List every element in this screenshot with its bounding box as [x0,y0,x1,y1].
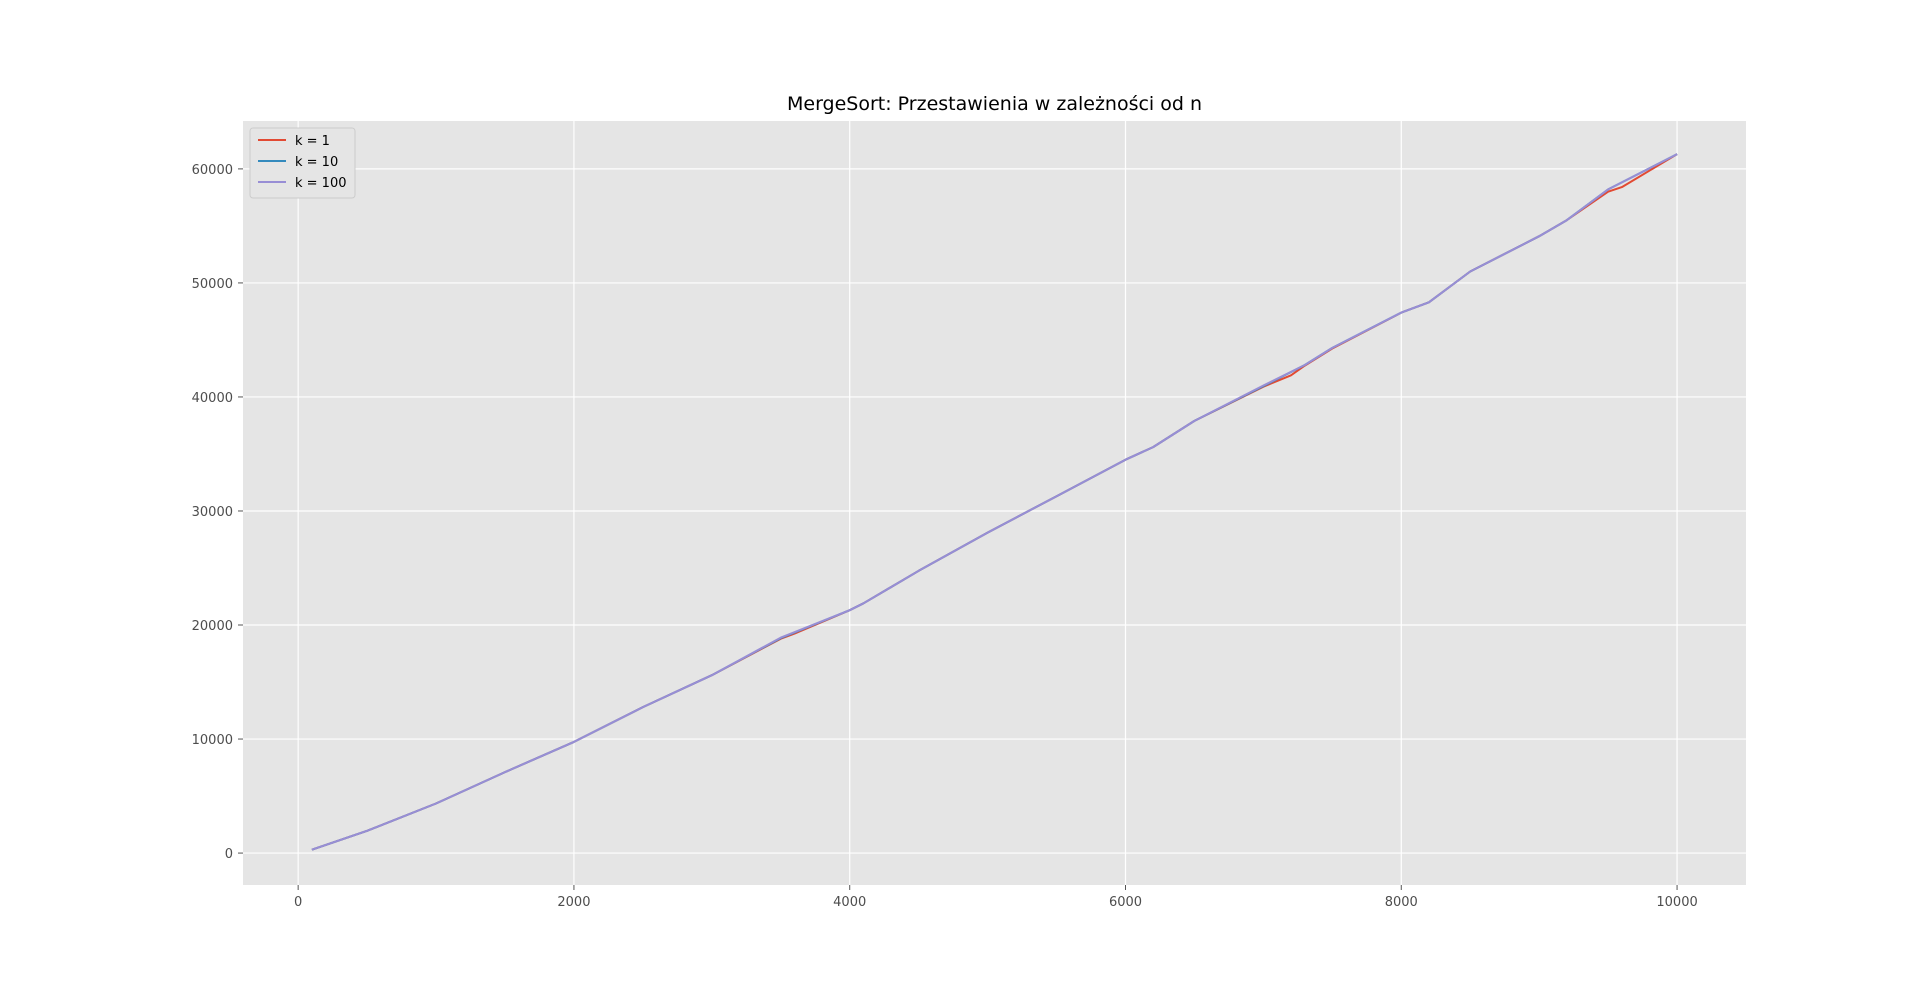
x-tick-label: 10000 [1656,895,1697,910]
chart-title: MergeSort: Przestawienia w zależności od… [787,93,1202,115]
legend-box [249,127,356,199]
y-tick-label: 30000 [192,505,233,520]
x-tick-label: 2000 [557,895,590,910]
y-tick-label: 0 [225,847,233,862]
grid-lines [243,121,1746,885]
x-tick-label: 4000 [833,895,866,910]
series-line-3 [311,153,1678,851]
legend-label: k = 1 [295,134,330,149]
y-tick-label: 40000 [192,391,233,406]
legend: k = 1 k = 10 k = 100 [249,127,356,199]
x-tick-label: 6000 [1109,895,1142,910]
plot-area [243,121,1746,885]
y-axis: 0 10000 20000 30000 40000 50000 60000 [192,163,243,862]
y-tick-label: 20000 [192,619,233,634]
x-tick-label: 0 [294,895,302,910]
series-lines [311,153,1678,851]
legend-label: k = 10 [295,155,338,170]
x-axis: 0 2000 4000 6000 8000 10000 [294,885,1698,910]
x-tick-label: 8000 [1385,895,1418,910]
y-tick-label: 60000 [192,163,233,178]
y-tick-label: 50000 [192,277,233,292]
y-tick-label: 10000 [192,733,233,748]
legend-label: k = 100 [295,176,347,191]
